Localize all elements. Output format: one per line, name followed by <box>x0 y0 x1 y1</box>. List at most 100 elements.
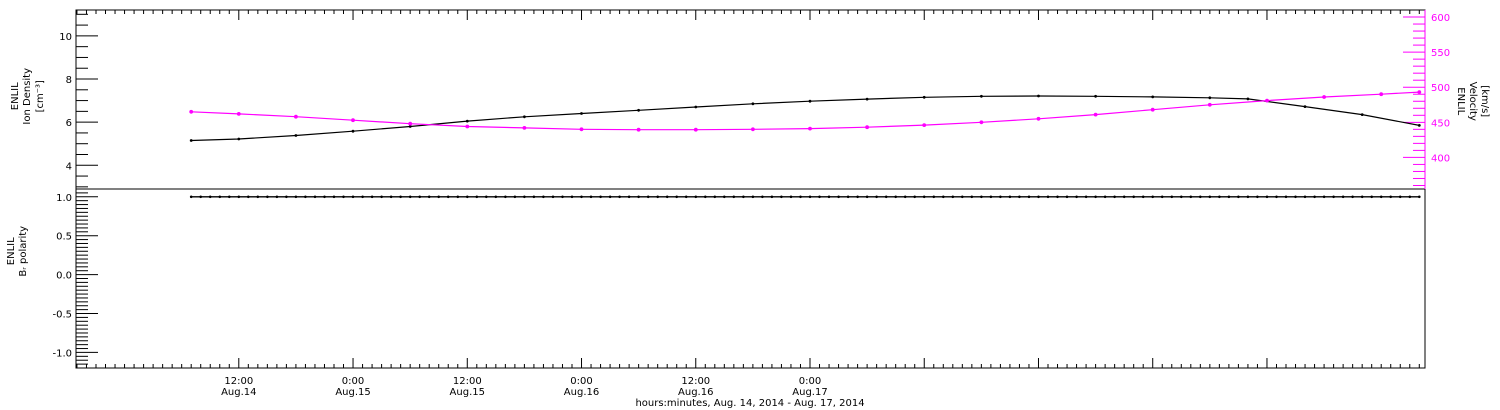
velocity-series-point <box>1379 92 1384 97</box>
polarity-series-point <box>266 195 269 199</box>
ion-density-series-point <box>1151 95 1155 99</box>
x-tick-label-date: Aug.15 <box>335 387 370 398</box>
polarity-series-point <box>1284 195 1288 199</box>
polarity-series-point <box>1227 195 1231 199</box>
polarity-series-point <box>294 195 298 199</box>
ion-density-series-point <box>808 99 812 103</box>
polarity-series-point <box>999 195 1002 199</box>
polarity-series-point <box>637 195 640 199</box>
velocity-series-point <box>189 109 194 114</box>
polarity-series-point <box>1018 195 1021 199</box>
velocity-series-point <box>1036 116 1041 121</box>
polarity-series-point <box>256 195 260 199</box>
density-tick-label: 10 <box>59 32 72 43</box>
polarity-series-point <box>799 195 802 199</box>
polarity-series-point <box>942 195 945 199</box>
polarity-tick-label: -0.5 <box>52 310 72 321</box>
ion-density-series-point <box>1417 124 1421 127</box>
polarity-series-point <box>865 195 869 199</box>
polarity-series-point <box>846 195 850 199</box>
x-tick-label-time: 12:00 <box>453 376 482 387</box>
ion-density-series-point <box>694 105 698 109</box>
polarity-series-point <box>589 195 593 199</box>
ion-density-series-point <box>865 97 869 101</box>
velocity-series-point <box>294 114 298 119</box>
polarity-tick-label: 0.0 <box>56 271 72 282</box>
polarity-series-point <box>494 195 498 199</box>
polarity-series-point <box>1180 195 1183 199</box>
polarity-series-point <box>1132 195 1135 199</box>
polarity-series-point <box>399 195 402 199</box>
polarity-series-point <box>1218 195 1221 199</box>
polarity-series-point <box>1370 195 1373 199</box>
polarity-series-point <box>1113 195 1116 199</box>
polarity-series-point <box>475 195 479 199</box>
ion-density-series-point <box>189 139 193 142</box>
polarity-series-point <box>1408 195 1412 199</box>
polarity-series-point <box>818 195 821 199</box>
ion-density-series-point <box>751 102 755 106</box>
polarity-series-point <box>1313 195 1316 199</box>
velocity-axis-title-line2: Velocity <box>1467 82 1478 121</box>
polarity-series-point <box>323 195 326 199</box>
polarity-series-point <box>1246 195 1250 199</box>
polarity-series-point <box>1141 195 1145 199</box>
polarity-series-point <box>1075 195 1078 199</box>
velocity-tick-label: 600 <box>1431 13 1450 24</box>
polarity-series-point <box>770 195 774 199</box>
velocity-series-point <box>236 112 241 116</box>
polarity-series-point <box>189 195 193 199</box>
ion-density-series-point <box>1303 105 1307 108</box>
polarity-series-point <box>332 195 336 199</box>
polarity-series-point <box>513 195 517 199</box>
polarity-series-point <box>542 195 545 199</box>
ion-density-series-point <box>1094 94 1097 98</box>
bottom-panel-frame <box>75 188 1426 369</box>
polarity-series-point <box>665 195 669 199</box>
x-tick-label-date: Aug.17 <box>792 387 827 398</box>
polarity-series-point <box>304 195 307 199</box>
velocity-series-point <box>351 118 355 123</box>
polarity-series-point <box>342 195 345 199</box>
polarity-series-point <box>913 195 916 199</box>
polarity-series-point <box>646 195 650 199</box>
polarity-axis-title-line1: ENLIL <box>6 237 17 265</box>
polarity-series-point <box>903 195 907 199</box>
density-axis-title-line1: ENLIL <box>10 82 21 110</box>
ion-density-series-point <box>922 95 926 99</box>
polarity-series-point <box>1418 195 1421 199</box>
polarity-series-point <box>980 195 983 199</box>
polarity-series-point <box>856 195 859 199</box>
polarity-series-point <box>970 195 974 199</box>
density-tick-label: 4 <box>66 161 72 172</box>
polarity-series-point <box>1389 195 1392 199</box>
polarity-series-point <box>723 195 726 199</box>
polarity-series-point <box>1084 195 1088 199</box>
polarity-series-point <box>485 195 488 199</box>
x-tick-label-time: 0:00 <box>342 376 364 387</box>
polarity-series-point <box>408 195 412 199</box>
polarity-series-point <box>313 195 317 199</box>
polarity-tick-label: 1.0 <box>56 193 72 204</box>
velocity-tick-label: 500 <box>1431 83 1450 94</box>
x-tick-label-date: Aug.16 <box>678 387 713 398</box>
ion-density-series-point <box>637 108 640 112</box>
polarity-series-point <box>1189 195 1193 199</box>
velocity-series-line <box>191 91 1420 131</box>
velocity-series-point <box>922 123 927 127</box>
polarity-series-point <box>561 195 564 199</box>
x-tick-label-date: Aug.16 <box>564 387 599 398</box>
polarity-series-point <box>961 195 964 199</box>
polarity-series-point <box>780 195 783 199</box>
density-tick-label: 8 <box>66 75 72 86</box>
velocity-axis-title-line1: ENLIL <box>1455 87 1466 115</box>
velocity-series-point <box>1150 107 1155 112</box>
polarity-series-point <box>1322 195 1326 199</box>
velocity-series-point <box>636 127 641 132</box>
polarity-series-point <box>1303 195 1307 199</box>
polarity-series-point <box>466 195 469 199</box>
polarity-series-point <box>456 195 460 199</box>
polarity-series-point <box>761 195 764 199</box>
x-tick-label-date: Aug.14 <box>221 387 256 398</box>
polarity-series-point <box>1160 195 1164 199</box>
